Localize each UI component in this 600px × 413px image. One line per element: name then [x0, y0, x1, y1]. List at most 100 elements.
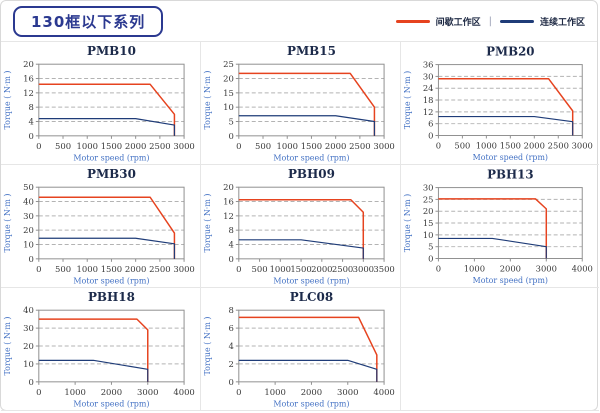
y-tick-label: 20 [23, 341, 34, 351]
y-tick-label: 8 [228, 305, 233, 315]
x-tick-label: 1000 [76, 264, 97, 274]
legend-label: 连续工作区 [539, 17, 585, 28]
x-tick-label: 1500 [301, 141, 322, 151]
series-line-continuous [438, 116, 574, 136]
y-tick-label: 10 [223, 102, 234, 112]
legend: 间歇工作区 | 连续工作区 [395, 15, 585, 28]
x-tick-label: 1000 [270, 264, 291, 274]
x-tick-label: 500 [252, 264, 268, 274]
chart-title: PBH13 [487, 168, 533, 182]
x-axis-label: Motor speed (rpm) [73, 154, 149, 163]
y-axis-label: Torque ( N·m ) [3, 317, 12, 376]
y-tick-label: 16 [23, 74, 34, 84]
x-tick-label: 2500 [349, 141, 370, 151]
x-tick-label: 2000 [500, 263, 521, 273]
y-tick-label: 8 [228, 225, 233, 235]
y-tick-label: 15 [223, 88, 234, 98]
series-line-intermittent [238, 72, 376, 136]
y-tick-label: 40 [23, 305, 34, 315]
x-tick-label: 500 [454, 140, 470, 150]
series-line-intermittent [438, 198, 548, 259]
x-tick-label: 1000 [64, 387, 85, 397]
y-tick-label: 4 [228, 239, 233, 249]
y-tick-label: 12 [423, 107, 434, 117]
x-tick-label: 0 [436, 263, 441, 273]
x-tick-label: 1500 [290, 264, 311, 274]
chart-pbh18: PBH18 0 10 20 30 40 0 1000 2000 3000 4000 Motor spe… [3, 290, 195, 408]
x-tick-label: 4000 [373, 387, 394, 397]
y-tick-label: 10 [423, 230, 434, 240]
x-tick-label: 2500 [149, 141, 170, 151]
charts-grid: PMB10 0 4 8 12 16 20 0 500 1000 1500 2000 2500 3000 Mo… [1, 41, 599, 411]
y-tick-label: 6 [228, 323, 233, 333]
y-tick-label: 0 [228, 254, 233, 264]
intermittent-line-swatch [395, 19, 430, 23]
y-tick-label: 0 [228, 131, 233, 141]
chart-cell-pmb15: PMB15 0 5 10 15 20 25 0 500 1000 1500 2000 2500 3000 M… [201, 42, 401, 165]
y-tick-label: 50 [23, 182, 34, 192]
legend-separator: | [488, 15, 492, 27]
x-tick-label: 0 [36, 387, 41, 397]
x-axis-label: Motor speed (rpm) [273, 400, 349, 409]
y-axis-label: Torque ( N·m ) [203, 317, 212, 376]
y-tick-label: 30 [423, 183, 434, 193]
chart-cell-pmb10: PMB10 0 4 8 12 16 20 0 500 1000 1500 2000 2500 3000 Mo… [1, 42, 201, 165]
y-tick-label: 30 [23, 211, 34, 221]
y-tick-label: 4 [28, 116, 33, 126]
x-axis-label: Motor speed (rpm) [473, 153, 548, 162]
plot-border [238, 63, 385, 137]
y-tick-label: 12 [23, 88, 34, 98]
x-tick-label: 0 [36, 264, 41, 274]
series-line-intermittent [238, 198, 365, 259]
x-tick-label: 1000 [76, 141, 97, 151]
x-tick-label: 1000 [476, 140, 497, 150]
chart-pmb10: PMB10 0 4 8 12 16 20 0 500 1000 1500 2000 2500 3000 Mo… [3, 44, 195, 163]
x-axis-label: Motor speed (rpm) [273, 154, 349, 163]
x-tick-label: 2000 [125, 141, 146, 151]
series-line-intermittent [38, 83, 176, 136]
y-tick-label: 25 [423, 194, 434, 204]
y-axis-label: Torque ( N·m ) [203, 194, 212, 253]
series-line-intermittent [438, 78, 574, 136]
y-axis-label: Torque ( N·m ) [403, 71, 412, 129]
chart-cell-pbh13: PBH13 0 5 10 15 20 25 30 0 1000 2000 3000 4000 Motor … [401, 165, 599, 288]
x-tick-label: 3000 [373, 141, 394, 151]
y-tick-label: 6 [428, 119, 433, 129]
x-tick-label: 1000 [276, 141, 297, 151]
chart-cell-plc08: PLC08 0 2 4 6 8 0 1000 2000 3000 4000 Motor speed (… [201, 288, 401, 411]
x-axis-label: Motor speed (rpm) [273, 277, 349, 286]
x-tick-label: 2000 [301, 387, 322, 397]
x-tick-label: 2000 [524, 140, 545, 150]
chart-plc08: PLC08 0 2 4 6 8 0 1000 2000 3000 4000 Motor speed (… [203, 290, 395, 409]
x-tick-label: 500 [55, 264, 71, 274]
y-tick-label: 20 [23, 225, 34, 235]
y-tick-label: 16 [223, 197, 234, 207]
y-tick-label: 40 [23, 197, 34, 207]
x-tick-label: 2500 [332, 264, 353, 274]
y-tick-label: 20 [223, 74, 234, 84]
x-tick-label: 1500 [101, 141, 122, 151]
y-tick-label: 30 [23, 323, 34, 333]
chart-title: PMB15 [287, 44, 336, 58]
y-tick-label: 20 [23, 59, 34, 69]
x-tick-label: 0 [36, 141, 41, 151]
chart-title: PBH18 [88, 290, 135, 304]
y-tick-label: 36 [423, 60, 434, 70]
x-tick-label: 2000 [125, 264, 146, 274]
y-tick-label: 0 [28, 131, 33, 141]
y-tick-label: 25 [223, 59, 234, 69]
chart-title: PMB10 [87, 44, 136, 58]
legend-item-intermittent: 间歇工作区 [395, 15, 481, 28]
series-line-intermittent [38, 196, 176, 259]
y-tick-label: 0 [228, 377, 233, 387]
y-tick-label: 2 [228, 359, 233, 369]
chart-title: PMB30 [87, 167, 136, 181]
x-axis-label: Motor speed (rpm) [473, 276, 548, 285]
empty-cell [401, 288, 599, 411]
x-tick-label: 4000 [173, 387, 194, 397]
series-line-continuous [438, 237, 547, 259]
x-tick-label: 1000 [264, 387, 285, 397]
